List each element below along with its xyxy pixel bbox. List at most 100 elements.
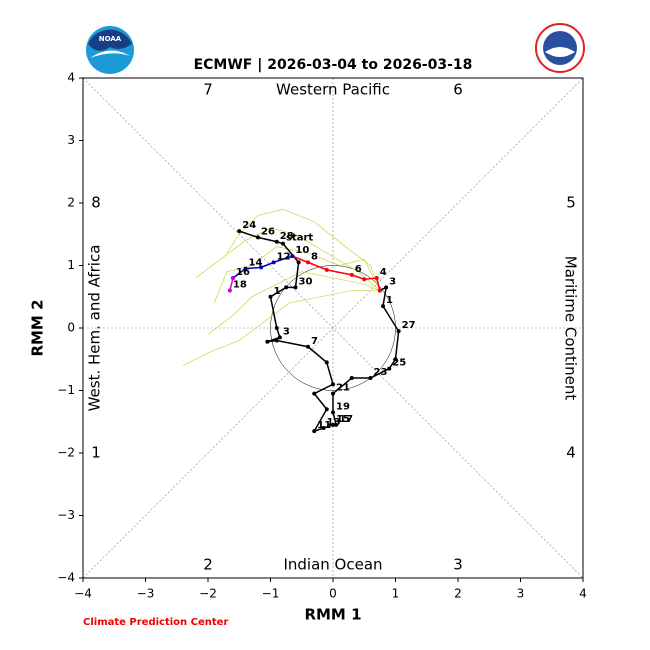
x-tick-label: 3 bbox=[517, 587, 525, 601]
point-label: 16 bbox=[236, 267, 250, 278]
phase-label: 2 bbox=[203, 556, 213, 574]
point-label: 10 bbox=[295, 245, 309, 256]
chart-title: ECMWF | 2026-03-04 to 2026-03-18 bbox=[194, 57, 473, 73]
point-label: 15 bbox=[336, 414, 350, 425]
x-tick-label: 1 bbox=[392, 587, 400, 601]
point-label: 11 bbox=[317, 420, 331, 431]
point bbox=[334, 422, 339, 427]
point-label: 8 bbox=[311, 251, 318, 262]
ensemble-line bbox=[226, 208, 381, 291]
point bbox=[259, 265, 264, 270]
point-label: 28 bbox=[280, 231, 294, 242]
x-tick-label: −4 bbox=[74, 587, 92, 601]
point bbox=[331, 382, 335, 387]
logo-text: NOAA bbox=[99, 35, 122, 43]
y-tick-label: 0 bbox=[67, 321, 75, 335]
footer: Climate Prediction Center bbox=[83, 617, 228, 628]
x-tick-label: 0 bbox=[329, 587, 337, 601]
point-label: 4 bbox=[380, 267, 387, 278]
y-tick-label: −3 bbox=[57, 508, 75, 522]
point bbox=[274, 239, 279, 244]
point bbox=[227, 288, 232, 293]
unit-circle bbox=[270, 265, 396, 391]
point-label: 17 bbox=[339, 414, 353, 425]
point bbox=[349, 272, 354, 277]
y-tick-label: −4 bbox=[57, 571, 75, 585]
y-tick-label: 1 bbox=[67, 258, 75, 272]
point bbox=[274, 326, 279, 330]
ensemble-line bbox=[207, 271, 380, 335]
x-tick-label: −1 bbox=[262, 587, 280, 601]
region-label: West. Hem. and Africa bbox=[86, 245, 104, 412]
ensemble-line bbox=[182, 290, 380, 366]
point bbox=[268, 294, 273, 299]
point bbox=[306, 260, 310, 265]
point bbox=[237, 229, 242, 234]
point bbox=[277, 335, 282, 340]
point bbox=[324, 407, 329, 412]
region-label: Maritime Continent bbox=[562, 256, 580, 401]
point bbox=[384, 285, 389, 290]
point-label: 19 bbox=[336, 401, 350, 412]
point bbox=[296, 260, 301, 265]
point bbox=[381, 304, 385, 309]
point-label: 25 bbox=[392, 358, 406, 369]
point-label: 1 bbox=[386, 295, 393, 306]
phase-label: 4 bbox=[566, 444, 576, 462]
y-tick-label: −1 bbox=[57, 383, 75, 397]
phase-label: 8 bbox=[91, 194, 101, 212]
point bbox=[324, 360, 329, 365]
point-label: 21 bbox=[336, 383, 350, 394]
point-label: 27 bbox=[402, 320, 416, 331]
point bbox=[387, 366, 392, 371]
x-tick-label: −3 bbox=[137, 587, 155, 601]
point bbox=[312, 429, 317, 434]
phase-label: 5 bbox=[566, 194, 576, 212]
ensemble-line bbox=[213, 246, 381, 304]
x-tick-label: 2 bbox=[454, 587, 462, 601]
point bbox=[368, 376, 373, 380]
point-label: start bbox=[286, 233, 313, 244]
y-tick-label: −2 bbox=[57, 446, 75, 460]
point-label: 13 bbox=[327, 417, 341, 428]
ensemble-line bbox=[195, 227, 381, 291]
phase-label: 3 bbox=[453, 556, 463, 574]
point-label: 14 bbox=[249, 258, 263, 269]
point bbox=[377, 288, 382, 293]
point bbox=[265, 339, 270, 344]
point bbox=[362, 277, 367, 282]
point-label: 23 bbox=[374, 367, 388, 378]
point bbox=[324, 267, 329, 272]
point bbox=[393, 357, 398, 362]
x-axis-label: RMM 1 bbox=[304, 606, 361, 624]
nws-logo bbox=[535, 23, 585, 73]
point-label: 30 bbox=[299, 276, 313, 287]
trajectory bbox=[229, 277, 234, 291]
point-label: 3 bbox=[283, 326, 290, 337]
x-tick-label: 4 bbox=[579, 587, 587, 601]
point bbox=[274, 338, 279, 343]
point-label: 7 bbox=[311, 336, 318, 347]
point bbox=[331, 410, 335, 415]
point-label: 12 bbox=[277, 251, 291, 262]
point bbox=[243, 266, 248, 271]
point-label: 3 bbox=[389, 276, 396, 287]
phase-label: 1 bbox=[91, 444, 101, 462]
point bbox=[396, 329, 401, 334]
point-label: 24 bbox=[242, 220, 256, 231]
y-tick-label: 2 bbox=[67, 196, 75, 210]
phase-label: 7 bbox=[203, 81, 213, 99]
point-label: 1 bbox=[274, 286, 281, 297]
y-tick-label: 4 bbox=[67, 71, 75, 85]
phase-label: 6 bbox=[453, 81, 463, 99]
point-label: 6 bbox=[355, 264, 362, 275]
point bbox=[271, 260, 276, 265]
point bbox=[281, 241, 285, 246]
point-label: 18 bbox=[233, 280, 247, 291]
point bbox=[374, 276, 379, 280]
point bbox=[284, 285, 289, 290]
noaa-logo: NOAA bbox=[86, 26, 134, 74]
point bbox=[331, 422, 335, 427]
point bbox=[256, 235, 260, 240]
